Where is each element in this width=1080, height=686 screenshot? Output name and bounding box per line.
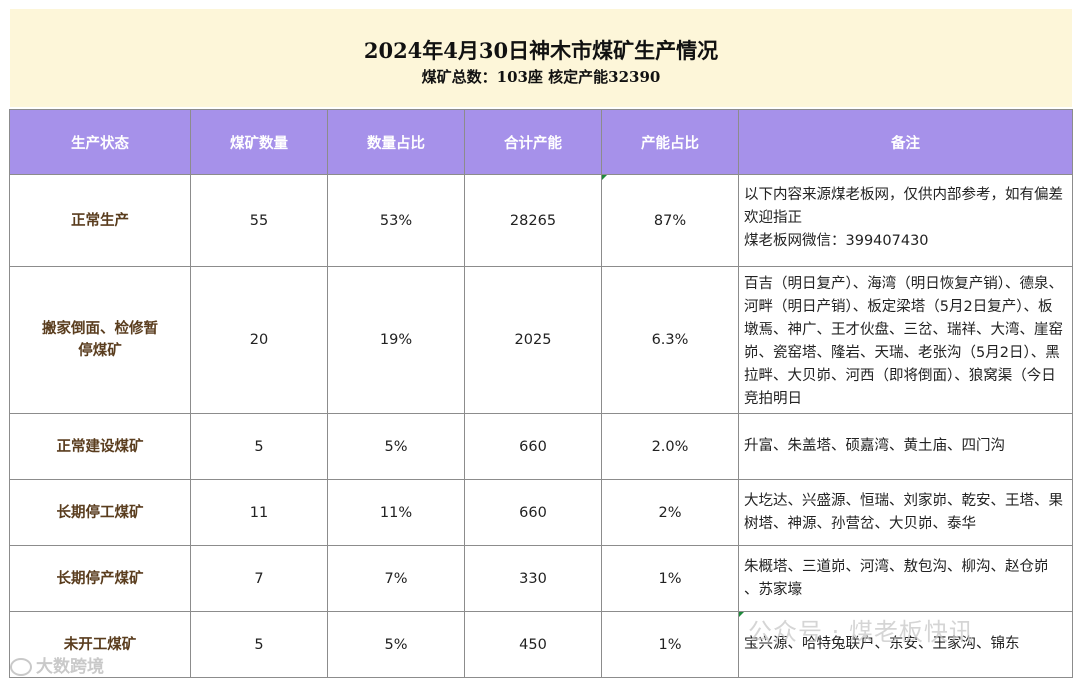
table-row: 正常生产 55 53% 28265 87% 以下内容来源煤老板网，仅供内部参考，…: [9, 174, 1073, 267]
capacity-pct-value: 87%: [653, 212, 687, 229]
note-text: 百吉（明日复产）、海湾（明日恢复产销）、德泉、河畔（明日产销）、板定梁塔（5月2…: [744, 276, 1063, 407]
cell-comment-marker: [602, 175, 607, 180]
watermark-left: 大数跨境: [10, 652, 104, 677]
column-header-capacity-pct: 产能占比: [601, 109, 739, 175]
capacity-cell: 330: [464, 545, 602, 612]
page-title: 2024年4月30日神木市煤矿生产情况: [363, 38, 719, 63]
table-row: 搬家倒面、检修暂停煤矿 20 19% 2025 6.3% 百吉（明日复产）、海湾…: [9, 266, 1073, 414]
report-header: 2024年4月30日神木市煤矿生产情况 煤矿总数：103座 核定产能32390: [10, 9, 1072, 107]
weibo-icon: [10, 658, 32, 676]
note-cell: 以下内容来源煤老板网，仅供内部参考，如有偏差欢迎指正 煤老板网微信：399407…: [738, 174, 1073, 267]
column-header-note: 备注: [738, 109, 1073, 175]
coal-mine-table: 生产状态 煤矿数量 数量占比 合计产能 产能占比 备注 正常生产 55 53% …: [9, 109, 1073, 678]
capacity-pct-cell: 87%: [601, 174, 739, 267]
note-cell: 升富、朱盖塔、硕嘉湾、黄土庙、四门沟: [738, 413, 1073, 480]
note-text: 宝兴源、哈特兔联户、东安、王家沟、锦东: [744, 636, 1020, 652]
count-cell: 20: [190, 266, 328, 414]
note-text: 以下内容来源煤老板网，仅供内部参考，如有偏差欢迎指正 煤老板网微信：399407…: [744, 187, 1063, 249]
capacity-cell: 28265: [464, 174, 602, 267]
capacity-pct-cell: 1%: [601, 611, 739, 678]
status-cell: 正常建设煤矿: [9, 413, 191, 480]
cell-comment-marker: [739, 612, 744, 617]
status-cell: 长期停产煤矿: [9, 545, 191, 612]
table-row: 正常建设煤矿 5 5% 660 2.0% 升富、朱盖塔、硕嘉湾、黄土庙、四门沟: [9, 413, 1073, 480]
status-cell: 未开工煤矿: [9, 611, 191, 678]
status-text: 搬家倒面、检修暂停煤矿: [42, 321, 158, 359]
column-header-count-pct: 数量占比: [327, 109, 465, 175]
table-row: 未开工煤矿 5 5% 450 1% 宝兴源、哈特兔联户、东安、王家沟、锦东: [9, 611, 1073, 678]
capacity-cell: 450: [464, 611, 602, 678]
count-pct-cell: 11%: [327, 479, 465, 546]
count-cell: 5: [190, 611, 328, 678]
count-pct-cell: 53%: [327, 174, 465, 267]
capacity-cell: 660: [464, 479, 602, 546]
count-pct-cell: 7%: [327, 545, 465, 612]
note-cell: 宝兴源、哈特兔联户、东安、王家沟、锦东: [738, 611, 1073, 678]
table-header-row: 生产状态 煤矿数量 数量占比 合计产能 产能占比 备注: [9, 109, 1073, 175]
count-pct-cell: 5%: [327, 611, 465, 678]
column-header-status: 生产状态: [9, 109, 191, 175]
capacity-pct-cell: 2%: [601, 479, 739, 546]
capacity-cell: 660: [464, 413, 602, 480]
column-header-capacity: 合计产能: [464, 109, 602, 175]
column-header-count: 煤矿数量: [190, 109, 328, 175]
note-cell: 百吉（明日复产）、海湾（明日恢复产销）、德泉、河畔（明日产销）、板定梁塔（5月2…: [738, 266, 1073, 414]
note-cell: 大圪达、兴盛源、恒瑞、刘家峁、乾安、王塔、果树塔、神源、孙营岔、大贝峁、泰华: [738, 479, 1073, 546]
count-cell: 55: [190, 174, 328, 267]
note-cell: 朱概塔、三道峁、河湾、敖包沟、柳沟、赵仓峁 、苏家壕: [738, 545, 1073, 612]
table-row: 长期停产煤矿 7 7% 330 1% 朱概塔、三道峁、河湾、敖包沟、柳沟、赵仓峁…: [9, 545, 1073, 612]
count-cell: 5: [190, 413, 328, 480]
count-pct-cell: 19%: [327, 266, 465, 414]
watermark-left-text: 大数跨境: [36, 657, 104, 677]
capacity-pct-cell: 2.0%: [601, 413, 739, 480]
count-cell: 11: [190, 479, 328, 546]
capacity-cell: 2025: [464, 266, 602, 414]
count-pct-cell: 5%: [327, 413, 465, 480]
status-cell: 正常生产: [9, 174, 191, 267]
status-cell: 搬家倒面、检修暂停煤矿: [9, 266, 191, 414]
page-subtitle: 煤矿总数：103座 核定产能32390: [421, 68, 661, 86]
count-cell: 7: [190, 545, 328, 612]
table-row: 长期停工煤矿 11 11% 660 2% 大圪达、兴盛源、恒瑞、刘家峁、乾安、王…: [9, 479, 1073, 546]
watermark-right: 公众号 · 煤老板快讯: [748, 618, 974, 646]
capacity-pct-cell: 1%: [601, 545, 739, 612]
status-cell: 长期停工煤矿: [9, 479, 191, 546]
capacity-pct-cell: 6.3%: [601, 266, 739, 414]
